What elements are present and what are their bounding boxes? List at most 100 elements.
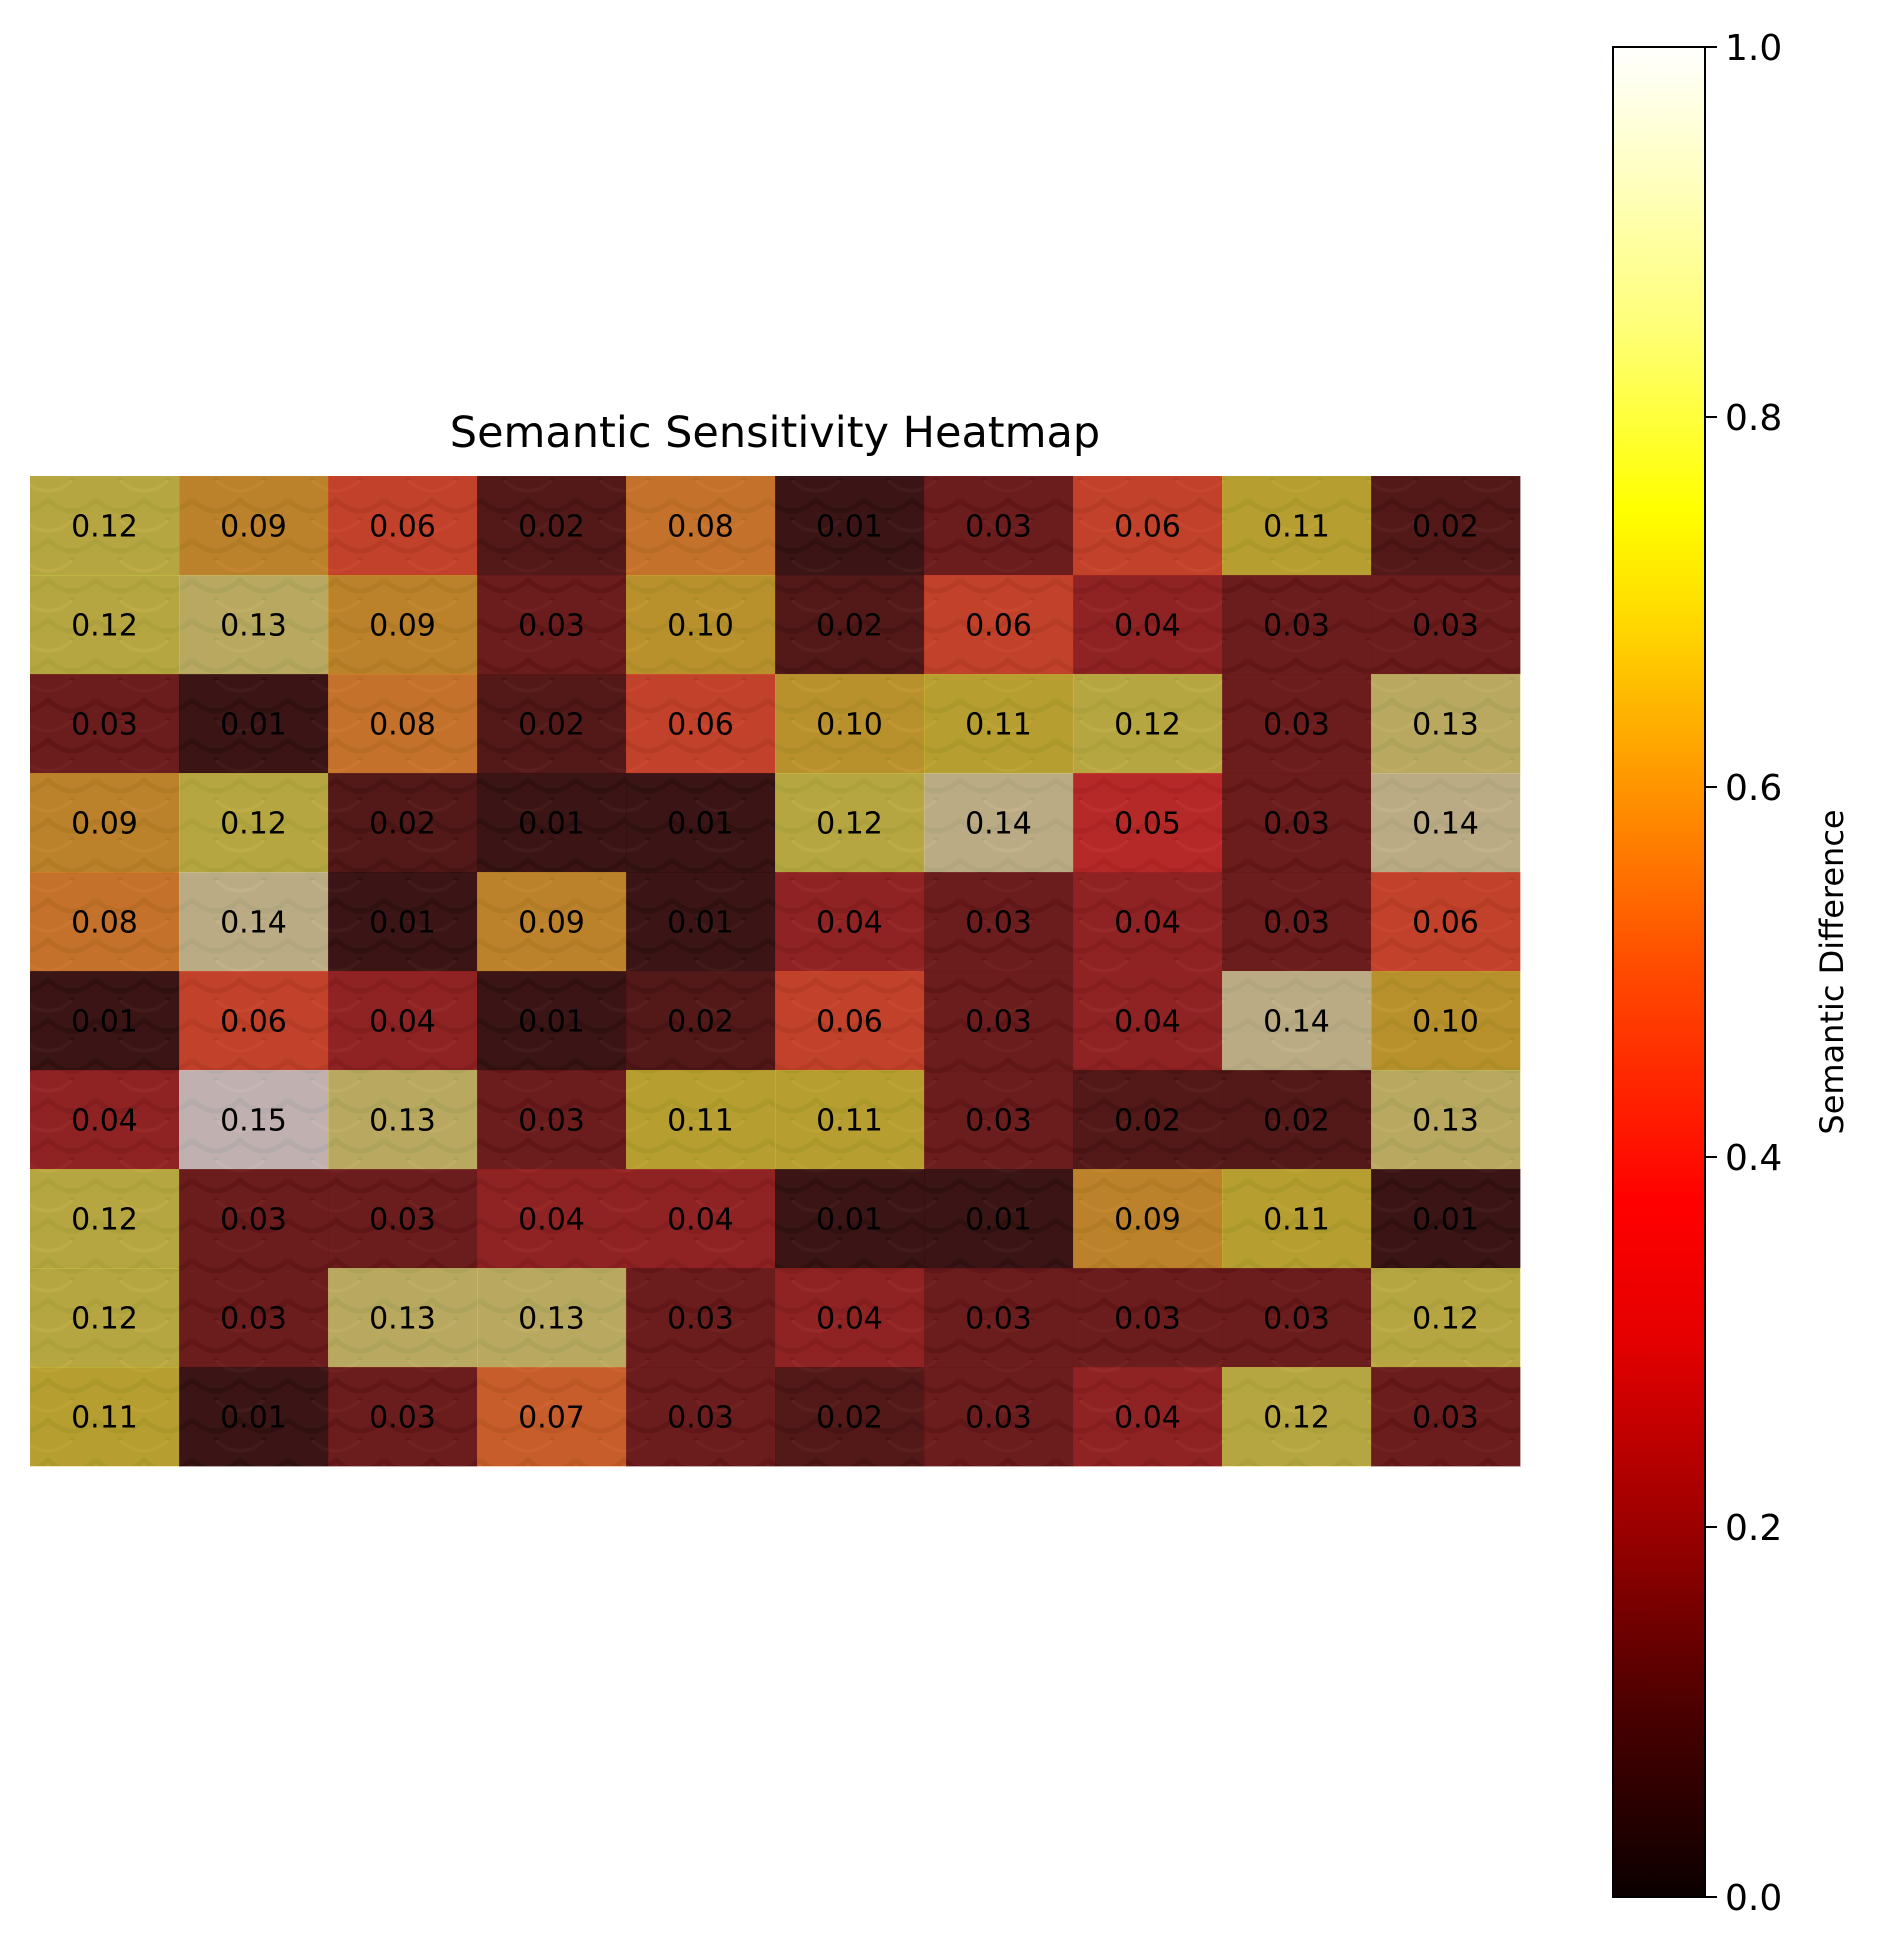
heatmap-cell <box>30 1169 180 1269</box>
heatmap-cell-label: 0.11 <box>667 1104 734 1139</box>
heatmap-cell <box>1073 674 1223 774</box>
heatmap-cell-label: 0.02 <box>518 510 585 545</box>
heatmap-cell <box>1371 1367 1521 1467</box>
colorbar-label: Semantic Difference <box>1813 809 1851 1134</box>
heatmap-cell-label: 0.01 <box>816 1203 883 1238</box>
heatmap-cell <box>626 1070 776 1170</box>
heatmap-cell <box>924 1169 1074 1269</box>
heatmap-cell-label: 0.14 <box>220 906 287 941</box>
heatmap-cell <box>30 872 180 972</box>
heatmap-cell-label: 0.06 <box>1412 906 1479 941</box>
heatmap-cell-label: 0.03 <box>518 1104 585 1139</box>
heatmap-cell-label: 0.02 <box>369 807 436 842</box>
heatmap-cell <box>924 971 1074 1071</box>
heatmap-cell <box>1371 1169 1521 1269</box>
heatmap-cell-label: 0.09 <box>220 510 287 545</box>
heatmap-cell-label: 0.03 <box>1263 609 1330 644</box>
heatmap-cell-label: 0.02 <box>1114 1104 1181 1139</box>
heatmap-cell <box>179 1367 329 1467</box>
heatmap-cell <box>30 1367 180 1467</box>
heatmap-cell <box>1073 872 1223 972</box>
chart-title: Semantic Sensitivity Heatmap <box>450 408 1100 458</box>
heatmap-cell-label: 0.11 <box>816 1104 883 1139</box>
heatmap-cell-label: 0.03 <box>965 1104 1032 1139</box>
heatmap-cell-label: 0.12 <box>1114 708 1181 743</box>
heatmap-cell <box>30 1268 180 1368</box>
heatmap-cell-label: 0.09 <box>369 609 436 644</box>
heatmap-cell <box>626 1367 776 1467</box>
heatmap-cell-label: 0.01 <box>667 807 734 842</box>
heatmap-cell-label: 0.03 <box>220 1302 287 1337</box>
heatmap-cell <box>775 773 925 873</box>
heatmap-cell <box>179 1169 329 1269</box>
heatmap-cell-label: 0.02 <box>816 1401 883 1436</box>
heatmap-cell-label: 0.01 <box>518 807 585 842</box>
heatmap-cell <box>775 575 925 675</box>
heatmap-cell <box>1371 1070 1521 1170</box>
heatmap-cell <box>1222 1070 1372 1170</box>
heatmap-cell <box>626 575 776 675</box>
heatmap-cell <box>1222 476 1372 576</box>
heatmap-cell-label: 0.07 <box>518 1401 585 1436</box>
heatmap-cell <box>626 773 776 873</box>
heatmap-cell <box>1222 773 1372 873</box>
heatmap-cell <box>1073 575 1223 675</box>
heatmap-cell <box>30 476 180 576</box>
heatmap-cell <box>626 476 776 576</box>
heatmap-cell <box>179 971 329 1071</box>
heatmap-cell <box>775 872 925 972</box>
heatmap-cell <box>179 476 329 576</box>
heatmap-cell-label: 0.08 <box>71 906 138 941</box>
heatmap-cell-label: 0.03 <box>71 708 138 743</box>
heatmap-cell-label: 0.01 <box>667 906 734 941</box>
heatmap-cell-label: 0.02 <box>1263 1104 1330 1139</box>
heatmap-cell-label: 0.03 <box>965 906 1032 941</box>
heatmap-cell <box>328 1367 478 1467</box>
heatmap-cell-label: 0.03 <box>1114 1302 1181 1337</box>
heatmap-cell <box>477 1169 627 1269</box>
heatmap-cell <box>775 971 925 1071</box>
heatmap-cell-label: 0.15 <box>220 1104 287 1139</box>
heatmap-cell <box>328 476 478 576</box>
heatmap-cell <box>626 674 776 774</box>
heatmap-cell-label: 0.04 <box>816 1302 883 1337</box>
heatmap-cell <box>477 1070 627 1170</box>
heatmap-cell-label: 0.09 <box>1114 1203 1181 1238</box>
heatmap-cell-label: 0.01 <box>369 906 436 941</box>
heatmap-cell-label: 0.14 <box>1263 1005 1330 1040</box>
heatmap-cell <box>477 476 627 576</box>
heatmap-cell <box>328 1070 478 1170</box>
colorbar-tick-label: 0.6 <box>1725 768 1782 809</box>
heatmap-cell <box>1371 1268 1521 1368</box>
heatmap-cell <box>477 1268 627 1368</box>
heatmap-area: 0.12 0.09 0.06 0.02 0.08 0.01 0.03 0.06 0.11 0.02… <box>30 476 1521 1467</box>
heatmap-cell-label: 0.12 <box>71 510 138 545</box>
heatmap-cell <box>328 971 478 1071</box>
heatmap-cell <box>30 971 180 1071</box>
heatmap-cell <box>1073 773 1223 873</box>
heatmap-cell-label: 0.10 <box>1412 1005 1479 1040</box>
colorbar-tick-label: 0.2 <box>1725 1508 1782 1549</box>
heatmap-cell-label: 0.10 <box>816 708 883 743</box>
heatmap-cell <box>1073 1268 1223 1368</box>
colorbar-tick-label: 1.0 <box>1725 28 1782 69</box>
heatmap-cell-label: 0.04 <box>667 1203 734 1238</box>
heatmap-cell-label: 0.11 <box>1263 510 1330 545</box>
heatmap-cell-label: 0.11 <box>71 1401 138 1436</box>
heatmap-cell <box>924 575 1074 675</box>
heatmap-cell-label: 0.13 <box>369 1104 436 1139</box>
heatmap-cell <box>179 674 329 774</box>
heatmap-cell-label: 0.02 <box>518 708 585 743</box>
heatmap-cell-label: 0.01 <box>220 708 287 743</box>
heatmap-cell-label: 0.12 <box>71 1203 138 1238</box>
heatmap-cell <box>1073 971 1223 1071</box>
colorbar-tick-label: 0.8 <box>1725 398 1782 439</box>
heatmap-cell <box>328 1169 478 1269</box>
heatmap-cell-label: 0.01 <box>71 1005 138 1040</box>
heatmap-cell-label: 0.04 <box>1114 1401 1181 1436</box>
heatmap-cell <box>179 1070 329 1170</box>
heatmap-cell <box>477 575 627 675</box>
heatmap-cell <box>30 575 180 675</box>
heatmap-cell-label: 0.13 <box>369 1302 436 1337</box>
